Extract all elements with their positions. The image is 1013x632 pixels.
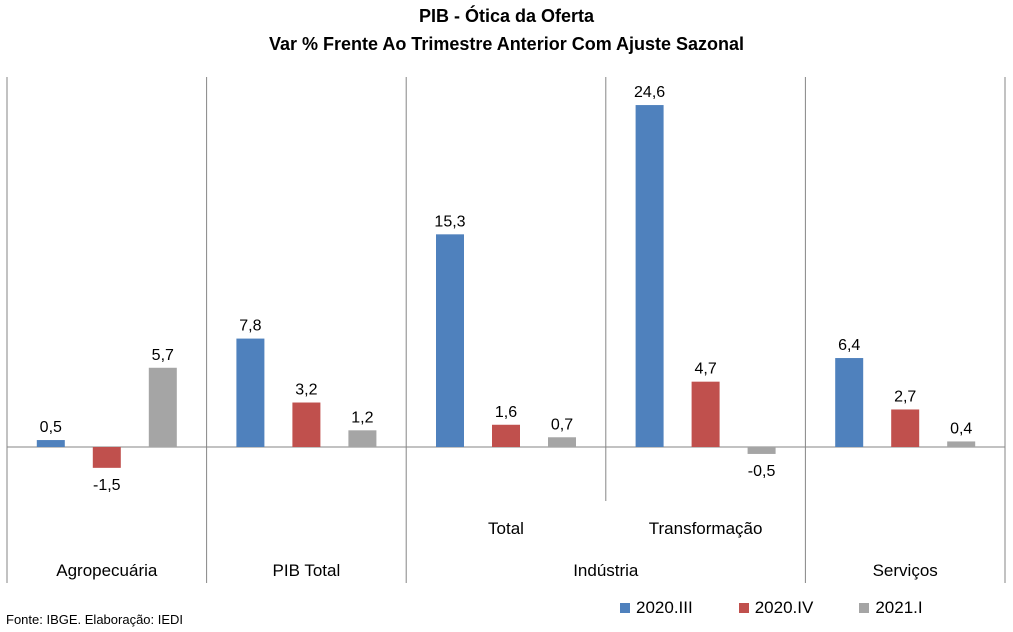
category-label-pib-total: PIB Total	[273, 561, 341, 580]
legend-label-2020-iii: 2020.III	[636, 598, 693, 617]
category-label-transformacao: Transformação	[649, 519, 763, 538]
bar-servicos-2020-iii	[835, 358, 864, 447]
category-label-servicos: Serviços	[873, 561, 938, 580]
data-label-transformacao-2020-iv: 4,7	[694, 361, 716, 378]
legend-label-2020-iv: 2020.IV	[754, 598, 814, 617]
data-label-transformacao-2020-iii: 24,6	[634, 84, 665, 101]
bar-agropecuaria-2021-i	[148, 367, 177, 447]
data-label-total-2021-i: 0,7	[551, 416, 573, 433]
data-label-agropecuaria-2020-iii: 0,5	[40, 419, 62, 436]
data-label-pib-total-2021-i: 1,2	[351, 409, 373, 426]
bar-transformacao-2021-i	[747, 447, 776, 454]
data-label-transformacao-2021-i: -0,5	[748, 463, 776, 480]
bar-total-2020-iv	[492, 424, 520, 447]
legend-item-2020-iv: 2020.IV	[738, 598, 814, 618]
data-label-servicos-2020-iii: 6,4	[838, 337, 860, 354]
category-label-total: Total	[488, 519, 524, 538]
category-label-agropecuaria: Agropecuária	[56, 561, 158, 580]
bar-transformacao-2020-iii	[635, 105, 664, 447]
data-label-total-2020-iv: 1,6	[495, 404, 517, 421]
data-label-pib-total-2020-iii: 7,8	[239, 318, 261, 335]
bar-total-2021-i	[548, 437, 576, 447]
legend: 2020.III 2020.IV 2021.I	[620, 598, 923, 618]
data-label-servicos-2021-i: 0,4	[950, 420, 972, 437]
bar-agropecuaria-2020-iii	[36, 440, 65, 447]
source-note: Fonte: IBGE. Elaboração: IEDI	[6, 612, 184, 627]
data-label-agropecuaria-2020-iv: -1,5	[93, 477, 121, 494]
bar-transformacao-2020-iv	[691, 381, 720, 447]
bar-pib-total-2020-iv	[292, 402, 321, 447]
bar-total-2020-iii	[436, 234, 464, 447]
bar-agropecuaria-2020-iv	[92, 447, 121, 468]
legend-swatch-2020-iii	[620, 603, 630, 613]
bar-servicos-2020-iv	[891, 409, 920, 447]
legend-item-2021-i: 2021.I	[859, 598, 923, 618]
data-label-total-2020-iii: 15,3	[434, 213, 465, 230]
chart-title: PIB - Ótica da Oferta	[418, 6, 595, 26]
legend-label-2021-i: 2021.I	[875, 598, 923, 617]
group-label-industria: Indústria	[573, 561, 639, 580]
bar-pib-total-2020-iii	[236, 338, 265, 447]
legend-swatch-2021-i	[859, 603, 870, 613]
bar-pib-total-2021-i	[348, 430, 377, 447]
chart-subtitle: Var % Frente Ao Trimestre Anterior Com A…	[268, 34, 745, 54]
data-label-servicos-2020-iv: 2,7	[894, 388, 916, 405]
legend-swatch-2020-iv	[738, 603, 749, 613]
data-label-agropecuaria-2021-i: 5,7	[152, 347, 174, 364]
bar-servicos-2021-i	[947, 441, 976, 447]
legend-item-2020-iii: 2020.III	[620, 598, 693, 618]
data-label-pib-total-2020-iv: 3,2	[295, 382, 317, 399]
